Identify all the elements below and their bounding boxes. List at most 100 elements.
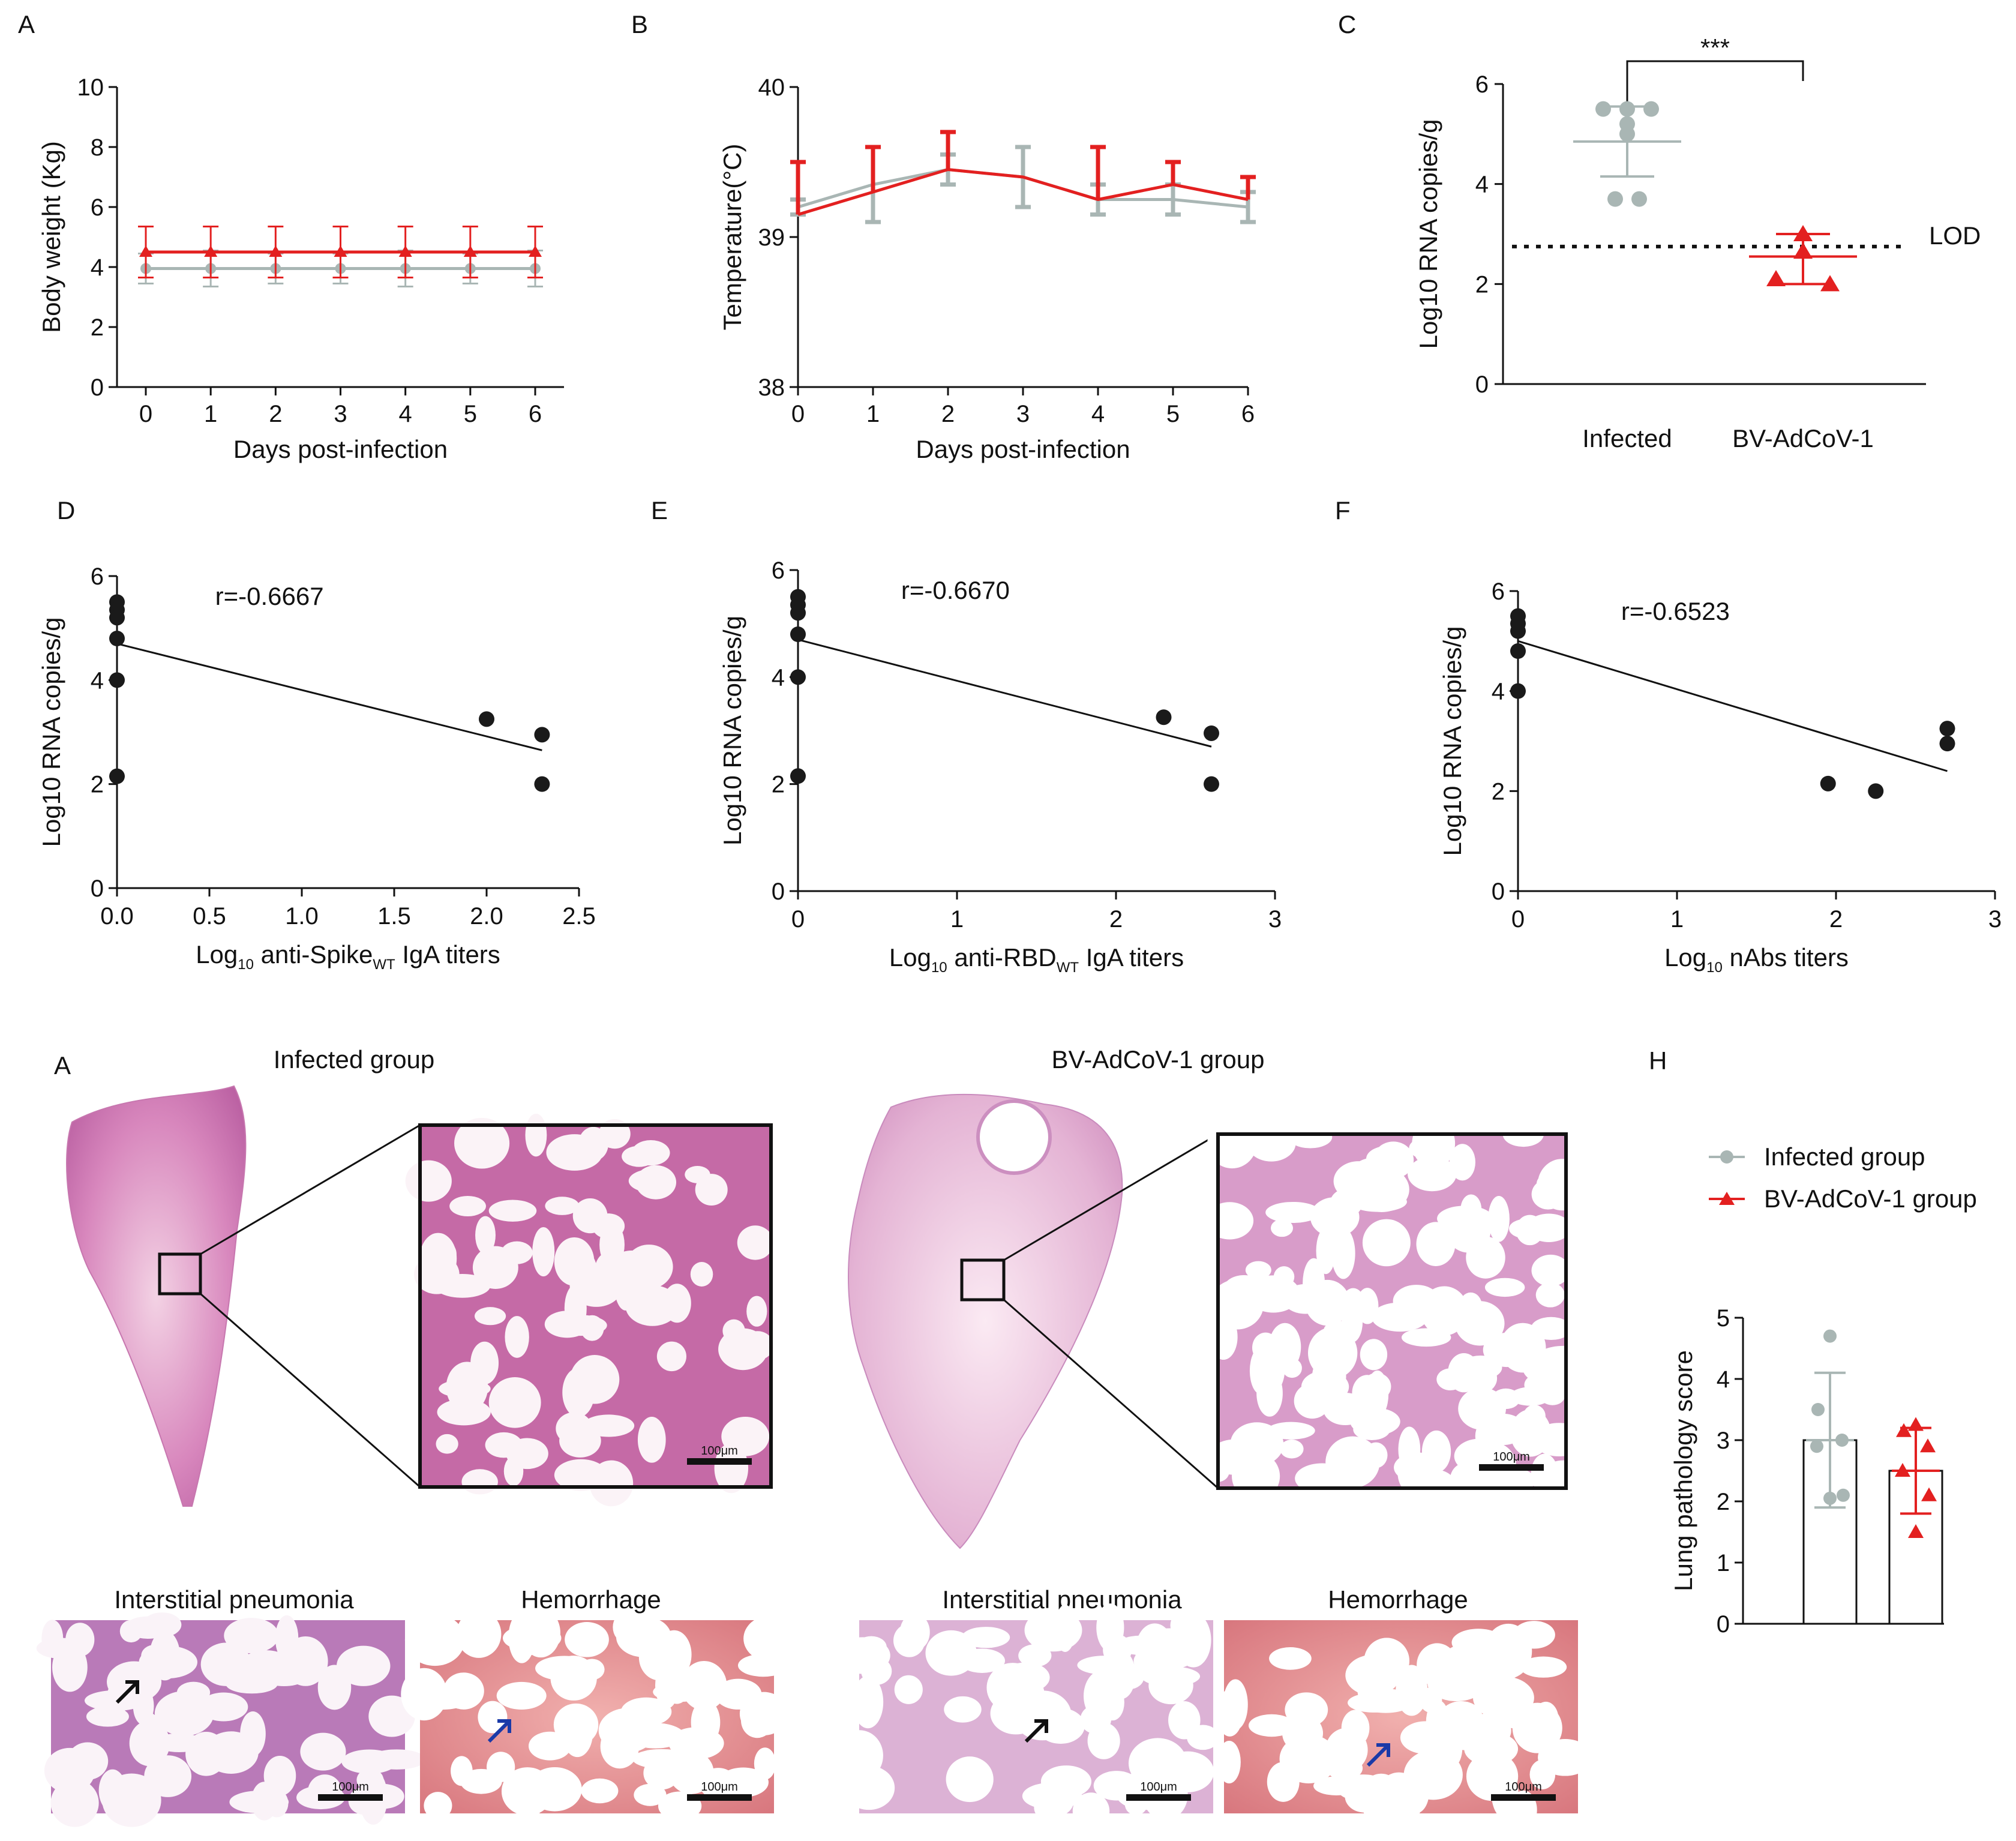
alveolar-space — [843, 1765, 895, 1810]
alveolar-space — [449, 1195, 486, 1216]
data-point — [1820, 775, 1836, 791]
alveolar-space — [1341, 1710, 1370, 1747]
alveolar-space — [893, 1624, 925, 1657]
alveolar-space — [1205, 1202, 1254, 1240]
alveolar-space — [367, 1749, 426, 1770]
chart-C: 0 2 4 6 Log10 RNA copies/g Infected BV-AdCoV-1… — [1414, 34, 1981, 452]
alveolar-space — [835, 1637, 890, 1674]
x-tick-label: 6 — [529, 401, 542, 427]
scale-bar-label: 100μm — [701, 1780, 738, 1794]
scale-bar — [687, 1794, 752, 1801]
category-label: Infected — [1582, 424, 1672, 452]
alveolar-space — [84, 1690, 146, 1711]
alveolar-space — [1362, 1372, 1391, 1401]
data-point — [334, 245, 347, 257]
y-tick-label: 38 — [758, 374, 785, 401]
y-tick-label: 0 — [1475, 371, 1489, 398]
alveolar-space — [737, 1225, 773, 1260]
data-point — [1204, 725, 1219, 741]
y-tick-label: 0 — [1492, 878, 1505, 905]
data-point — [534, 776, 550, 792]
data-point — [1939, 721, 1955, 737]
legend-marker — [1719, 1192, 1735, 1205]
x-axis-title-part: IgA titers — [395, 940, 500, 969]
lung-airway — [976, 1099, 1052, 1175]
alveolar-space — [488, 1377, 541, 1428]
alveolar-space — [1072, 1792, 1110, 1830]
data-point — [1921, 1487, 1937, 1501]
x-tick-label: 0.5 — [193, 903, 226, 930]
alveolar-space — [1116, 1635, 1165, 1656]
alveolar-space — [496, 1681, 547, 1710]
alveolar-space — [1036, 1708, 1085, 1744]
zoom-connector — [200, 1124, 421, 1255]
alveolar-space — [746, 1296, 767, 1327]
x-axis-title: Log10 anti-SpikeWT IgA titers — [196, 940, 500, 973]
alveolar-space — [853, 1675, 884, 1729]
alveolar-space — [1033, 1785, 1074, 1818]
alveolar-space — [251, 1782, 278, 1821]
alveolar-space — [1400, 1721, 1451, 1754]
alveolar-space — [1288, 1126, 1333, 1149]
alveolar-space — [1484, 1278, 1525, 1297]
alveolar-space — [467, 1617, 499, 1639]
micrograph-frame — [1216, 1132, 1568, 1490]
panel-label-H: H — [1649, 1047, 1667, 1075]
alveolar-space — [519, 1612, 544, 1655]
data-point — [109, 768, 125, 784]
alveolar-space — [718, 1767, 769, 1798]
alveolar-space — [634, 1783, 667, 1806]
alveolar-space — [1455, 1301, 1505, 1346]
alveolar-space — [1439, 1701, 1483, 1735]
alveolar-space — [1285, 1692, 1328, 1728]
x-tick-label: 0 — [1511, 906, 1525, 933]
alveolar-space — [1209, 1314, 1238, 1360]
lod-label: LOD — [1929, 221, 1981, 250]
data-point — [109, 672, 125, 688]
data-point — [398, 245, 412, 257]
micrograph-caption: Interstitial pneumonia — [114, 1585, 354, 1614]
data-point — [1643, 101, 1659, 117]
alveolar-space — [1532, 1423, 1586, 1456]
alveolar-space — [475, 1216, 496, 1255]
y-axis-title: Lung pathology score — [1669, 1350, 1697, 1591]
alveolar-space — [525, 1113, 547, 1157]
lung-section-infected — [66, 1085, 247, 1507]
alveolar-space — [436, 1434, 458, 1454]
alveolar-space — [1271, 1219, 1294, 1237]
scale-bar-label: 100μm — [1505, 1780, 1542, 1794]
alveolar-space — [1248, 1714, 1295, 1737]
alveolar-space — [527, 1767, 582, 1812]
alveolar-space — [532, 1227, 555, 1277]
data-point — [1631, 191, 1647, 207]
alveolar-space — [336, 1645, 391, 1686]
alveolar-space — [569, 1355, 620, 1404]
alveolar-space — [1249, 1347, 1272, 1395]
alveolar-space — [1308, 1327, 1358, 1379]
alveolar-space — [1217, 1740, 1241, 1784]
chart-B: 38 39 40 0 1 2 3 4 5 6 Days post-infection Temperat… — [718, 74, 1256, 463]
x-axis-title-part: 10 — [238, 957, 254, 973]
alveolar-space — [714, 1443, 749, 1494]
y-tick-label: 40 — [758, 74, 785, 101]
x-tick-label: 0 — [791, 401, 805, 427]
x-tick-label: 2 — [1829, 906, 1843, 933]
y-tick-label: 6 — [1475, 71, 1489, 98]
x-tick-label: 2 — [1109, 906, 1123, 933]
alveolar-space — [1282, 1358, 1302, 1378]
y-tick-label: 0 — [91, 374, 104, 401]
x-axis-title-part: anti-Spike — [254, 940, 373, 969]
alveolar-space — [565, 1622, 609, 1657]
scale-bar — [1491, 1794, 1556, 1801]
alveolar-space — [424, 1792, 452, 1819]
x-tick-label: 5 — [1166, 401, 1180, 427]
data-point — [1510, 643, 1526, 659]
alveolar-space — [404, 1614, 465, 1666]
panel-label-B: B — [631, 10, 648, 38]
x-tick-label: 1 — [1670, 906, 1684, 933]
alveolar-space — [1353, 1419, 1390, 1441]
x-tick-label: 1 — [950, 906, 964, 933]
alveolar-space — [1245, 1261, 1271, 1279]
alveolar-space — [176, 1681, 211, 1704]
x-axis-title-part: anti-RBD — [947, 943, 1057, 972]
